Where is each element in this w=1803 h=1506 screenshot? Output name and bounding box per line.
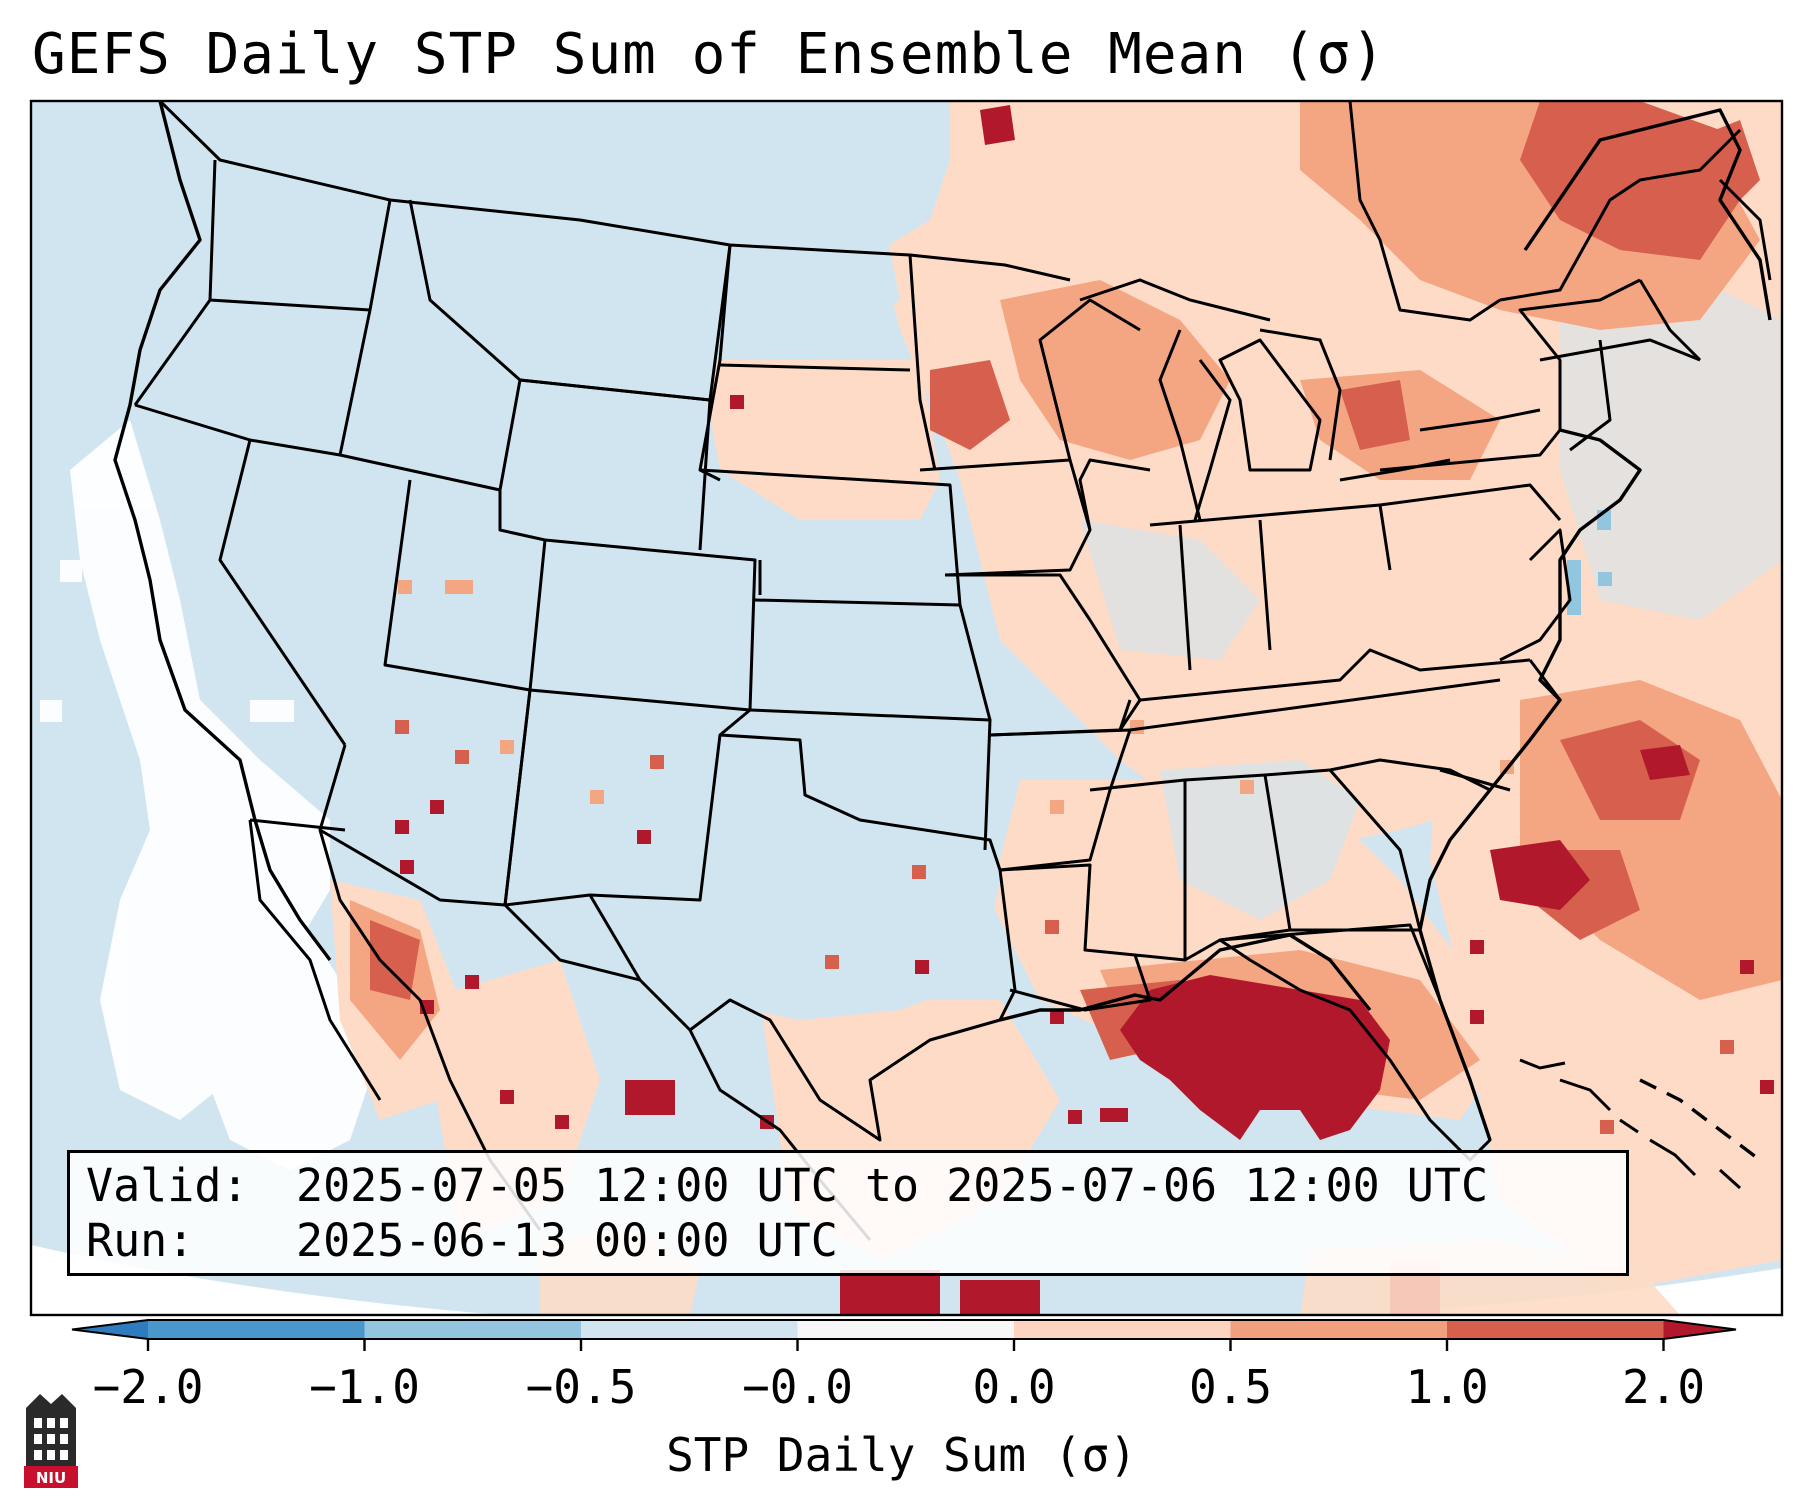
pacific-neutral-area xyxy=(40,420,380,1170)
colorbar-ticks xyxy=(146,1339,1665,1351)
colorbar-tick-label: 0.5 xyxy=(1188,1360,1273,1414)
coastlines xyxy=(113,101,1772,1162)
run-label: Run: xyxy=(86,1214,195,1267)
colorbar-bin xyxy=(364,1320,581,1339)
caribbean-islands xyxy=(1519,1058,1742,1190)
colorbar-tick-label: 2.0 xyxy=(1621,1360,1706,1414)
colorbar-extend-high xyxy=(1663,1320,1736,1339)
valid-time-box: Valid: 2025-07-05 12:00 UTC to 2025-07-06… xyxy=(67,1150,1629,1276)
valid-range: 2025-07-05 12:00 UTC to 2025-07-06 12:00… xyxy=(296,1159,1489,1212)
political-borders xyxy=(133,101,1772,1241)
colorbar-tick-label: −0.0 xyxy=(742,1360,853,1414)
map-frame xyxy=(29,99,1784,1317)
colorbar-tick-label: −0.5 xyxy=(525,1360,637,1414)
scattered-cells xyxy=(395,395,1774,1134)
great-lakes xyxy=(1079,278,1541,521)
strong-positive-field xyxy=(370,101,1760,1060)
colorbar-tick-label: 0.0 xyxy=(972,1360,1056,1414)
niu-logo: NIU xyxy=(24,1394,78,1488)
colorbar-bin xyxy=(148,1320,365,1339)
chart-title: GEFS Daily STP Sum of Ensemble Mean (σ) xyxy=(32,22,1386,87)
colorbar-bin xyxy=(1447,1320,1664,1339)
max-positive-field xyxy=(625,105,1690,1315)
colorbar-label: STP Daily Sum (σ) xyxy=(666,1428,1137,1482)
valid-label: Valid: xyxy=(86,1159,249,1212)
colorbar-bin xyxy=(797,1320,1014,1339)
colorbar-bin xyxy=(581,1320,798,1339)
run-time: 2025-06-13 00:00 UTC xyxy=(296,1214,838,1267)
colorbar-tick-label: −2.0 xyxy=(92,1360,204,1414)
interior-neutral-blue xyxy=(200,101,1782,1020)
colorbar-bin xyxy=(1014,1320,1231,1339)
colorbar-extend-low xyxy=(72,1320,148,1339)
colorbar-tick-label: 1.0 xyxy=(1405,1360,1489,1414)
colorbar-bin xyxy=(1230,1320,1447,1339)
colorbar xyxy=(71,1319,1737,1340)
colorbar-tick-label: −1.0 xyxy=(309,1360,420,1414)
niu-logo-text: NIU xyxy=(36,1469,66,1487)
niu-logo-tower xyxy=(26,1394,76,1466)
niu-logo-banner xyxy=(24,1466,78,1488)
